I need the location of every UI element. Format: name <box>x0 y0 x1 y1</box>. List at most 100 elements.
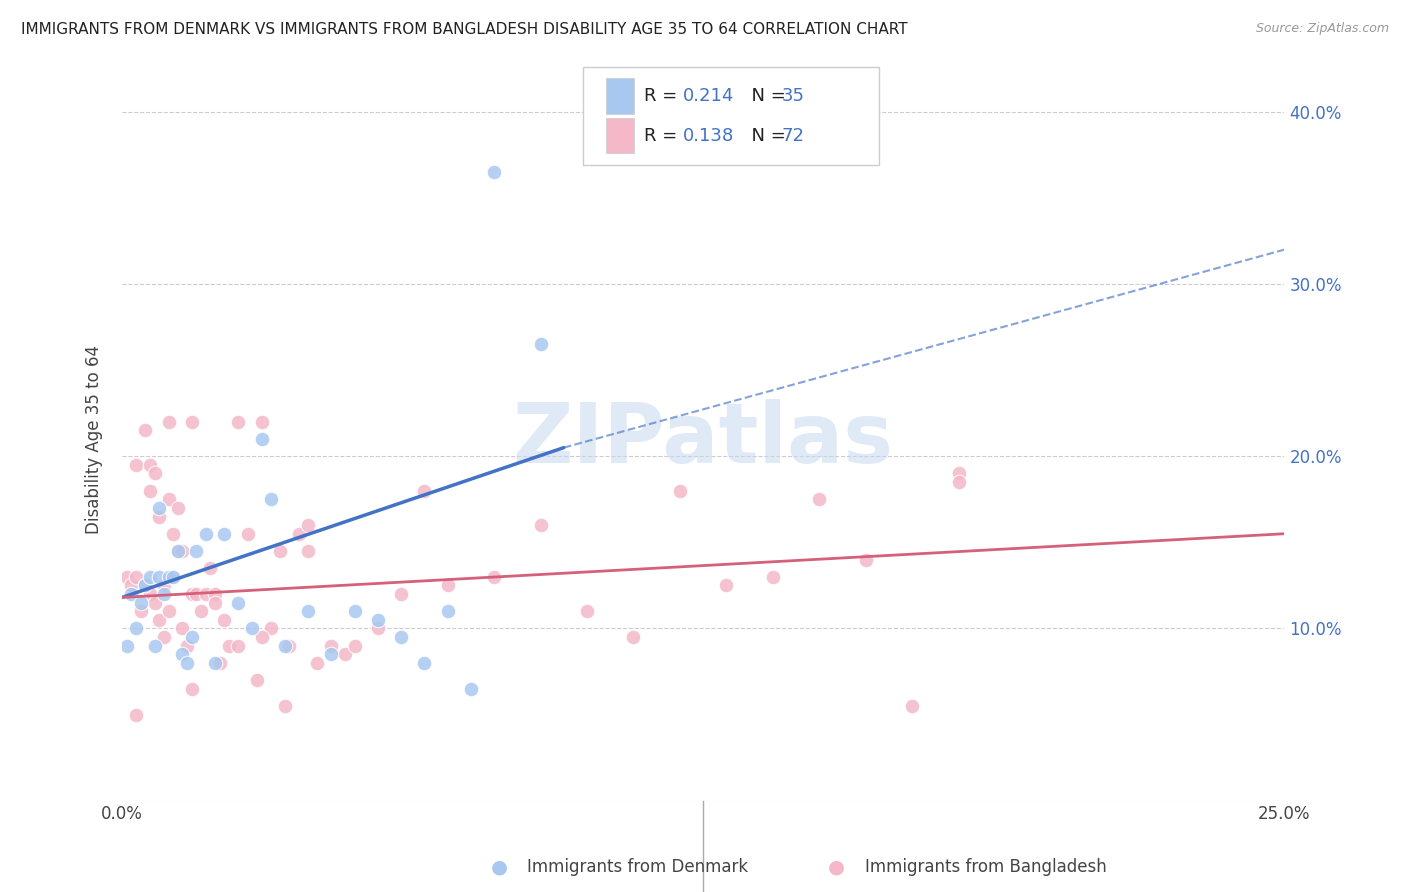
Point <box>153 630 176 644</box>
Point <box>115 639 138 653</box>
Point <box>162 570 184 584</box>
Text: 35: 35 <box>782 87 804 105</box>
Point <box>162 570 184 584</box>
Point <box>436 604 458 618</box>
Point <box>180 681 202 696</box>
Point <box>148 500 170 515</box>
Point <box>297 544 319 558</box>
Point <box>172 544 194 558</box>
Point <box>139 587 162 601</box>
Point <box>180 587 202 601</box>
Text: Immigrants from Denmark: Immigrants from Denmark <box>527 858 748 876</box>
Point <box>808 492 831 507</box>
Point <box>901 698 924 713</box>
Point <box>389 630 412 644</box>
Point <box>948 467 970 481</box>
Point <box>143 596 166 610</box>
Point <box>125 570 148 584</box>
Point <box>236 526 259 541</box>
Point <box>274 639 297 653</box>
Point <box>157 415 180 429</box>
Point <box>139 483 162 498</box>
Point <box>176 639 198 653</box>
Point <box>436 578 458 592</box>
Text: ●: ● <box>828 857 845 877</box>
Point <box>148 613 170 627</box>
Point <box>246 673 269 687</box>
Point <box>460 681 482 696</box>
Point <box>250 630 273 644</box>
Point <box>134 424 156 438</box>
Point <box>153 578 176 592</box>
Point <box>623 630 645 644</box>
Point <box>218 639 240 653</box>
Point <box>129 596 152 610</box>
Point <box>143 467 166 481</box>
Point <box>226 639 249 653</box>
Point <box>260 492 283 507</box>
Text: N =: N = <box>740 127 792 145</box>
Point <box>186 544 208 558</box>
Point <box>208 656 231 670</box>
Point <box>214 526 236 541</box>
Point <box>148 570 170 584</box>
Point <box>669 483 692 498</box>
Point <box>226 415 249 429</box>
Point <box>200 561 222 575</box>
Point <box>482 570 505 584</box>
Point <box>367 622 389 636</box>
Text: 0.138: 0.138 <box>683 127 734 145</box>
Text: ●: ● <box>491 857 508 877</box>
Point <box>204 596 226 610</box>
Point <box>343 604 366 618</box>
Point <box>125 622 148 636</box>
Text: Source: ZipAtlas.com: Source: ZipAtlas.com <box>1256 22 1389 36</box>
Point <box>176 656 198 670</box>
Point <box>321 639 343 653</box>
Point <box>204 656 226 670</box>
Text: IMMIGRANTS FROM DENMARK VS IMMIGRANTS FROM BANGLADESH DISABILITY AGE 35 TO 64 CO: IMMIGRANTS FROM DENMARK VS IMMIGRANTS FR… <box>21 22 908 37</box>
Point <box>250 415 273 429</box>
Point <box>134 578 156 592</box>
Text: 0.214: 0.214 <box>683 87 735 105</box>
Point <box>120 578 142 592</box>
Point <box>274 698 297 713</box>
Text: R =: R = <box>644 127 683 145</box>
Point <box>575 604 598 618</box>
Point <box>335 647 357 661</box>
Point <box>321 647 343 661</box>
Point <box>180 415 202 429</box>
Point <box>180 630 202 644</box>
Point <box>162 526 184 541</box>
Y-axis label: Disability Age 35 to 64: Disability Age 35 to 64 <box>86 344 103 533</box>
Point <box>343 639 366 653</box>
Point <box>157 604 180 618</box>
Point <box>716 578 738 592</box>
Point <box>172 622 194 636</box>
Point <box>278 639 301 653</box>
Point <box>125 707 148 722</box>
Point <box>762 570 785 584</box>
Point <box>166 544 188 558</box>
Text: R =: R = <box>644 87 683 105</box>
Point <box>250 432 273 446</box>
Point <box>948 475 970 489</box>
Point <box>120 587 142 601</box>
Point <box>855 552 877 566</box>
Point <box>214 613 236 627</box>
Point <box>157 570 180 584</box>
Point <box>367 613 389 627</box>
Point <box>194 526 217 541</box>
Point <box>143 639 166 653</box>
Text: N =: N = <box>740 87 792 105</box>
Point <box>194 587 217 601</box>
Text: ZIPatlas: ZIPatlas <box>513 399 894 480</box>
Point <box>297 604 319 618</box>
Point <box>482 165 505 179</box>
Text: 72: 72 <box>782 127 804 145</box>
Point <box>389 587 412 601</box>
Point <box>204 587 226 601</box>
Point <box>240 622 263 636</box>
Point <box>166 500 188 515</box>
Point <box>190 604 212 618</box>
